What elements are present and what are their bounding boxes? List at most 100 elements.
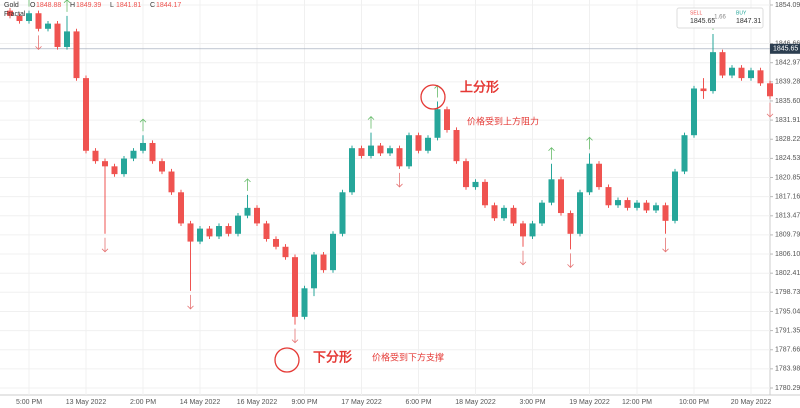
candle-body [225,226,232,234]
candle-body [292,257,298,317]
candle-body [235,215,241,234]
symbol: Gold [4,2,19,9]
candle-body [510,207,517,224]
candle-body [662,205,669,221]
candle-body [64,31,70,47]
y-tick-label: 1780.29 [775,385,800,392]
candle-body [311,254,317,289]
candle-body [634,202,640,208]
candle-body [197,228,203,242]
y-tick-label: 1809.79 [775,232,800,239]
fractal-down [567,253,574,268]
fractal-up [28,0,30,7]
candle-body [529,223,536,237]
candle-body [7,10,13,16]
candle-body [206,228,213,237]
y-tick-label: 1813.47 [775,213,800,220]
y-tick-label: 1854.09 [775,2,800,9]
candle-body [396,148,403,167]
y-tick-label: 1842.97 [775,60,800,67]
candle-body [330,233,336,271]
x-tick-label: 19 May 2022 [569,399,610,406]
candle-body [700,88,707,92]
y-tick-label: 1835.60 [775,98,800,105]
ohlc-label: L [110,2,114,9]
candle-body [349,148,355,193]
indicator-label: Fractal [4,11,26,18]
candle-body [729,67,735,76]
candle-body [444,109,450,131]
ohlc-label: H [70,2,75,9]
y-tick-label: 1817.16 [775,193,800,200]
candle-body [130,150,137,159]
annotation-circle [274,347,300,373]
candle-body [301,288,308,317]
fractal-down [662,237,669,253]
y-tick-label: 1791.35 [775,327,800,334]
y-tick-label: 1783.98 [775,366,800,373]
fractal-up [367,116,375,129]
last-price-label: 1845.65 [773,46,798,53]
candle-body [102,161,108,167]
x-tick-label: 5:00 PM [16,399,42,406]
annotation-text: 价格受到下方支撑 [372,351,444,362]
candle-body [453,130,460,162]
candle-body [539,202,545,224]
candle-body [577,192,583,234]
fractal-up [244,178,251,191]
candle-body [159,161,165,172]
fractal-down [187,294,194,310]
candle-body [463,161,469,188]
candle-body [748,70,754,79]
x-tick-label: 2:00 PM [130,399,156,406]
candle-body [691,88,697,136]
candle-body [377,145,384,154]
candle-body [567,213,574,234]
y-tick-label: 1802.41 [775,270,800,277]
x-tick-label: 17 May 2022 [341,399,382,406]
candle-body [615,200,621,206]
y-tick-label: 1820.85 [775,174,800,181]
candle-body [434,109,441,138]
candle-body [263,223,270,239]
candle-body [767,83,773,97]
fractal-up [139,118,147,132]
fractal-down [101,237,109,253]
candle-body [596,163,602,188]
ohlc-value: 1848.88 [36,2,61,9]
y-tick-label: 1828.22 [775,136,800,143]
candle-body [111,166,118,175]
x-tick-label: 13 May 2022 [66,399,107,406]
annotation-title: 上分形 [460,79,499,94]
candle-body [92,150,99,162]
y-tick-label: 1824.53 [775,155,800,162]
x-tick-label: 12:00 PM [622,399,652,406]
ohlc-value: 1844.17 [156,2,181,9]
x-tick-label: 3:00 PM [519,399,545,406]
candle-body [282,246,289,258]
sell-value: 1845.65 [690,18,715,25]
buy-value: 1847.31 [736,18,761,25]
last-price-box [770,43,800,54]
candle-body [681,135,688,172]
y-tick-label: 1831.91 [775,117,800,124]
candle-body [121,158,127,175]
candle-body [482,181,488,206]
fractal-up [586,136,593,150]
fractal-down [766,102,774,118]
x-tick-label: 20 May 2022 [731,399,772,406]
annotation-text: 价格受到上方阻力 [467,115,539,126]
candle-body [216,226,222,237]
candle-body [54,23,61,47]
candle-body [358,148,365,156]
ohlc-value: 1849.39 [76,2,101,9]
candle-body [45,23,51,29]
candle-body [624,200,631,208]
candle-body [73,31,80,79]
candle-body [653,205,659,211]
y-tick-label: 1787.66 [775,347,800,354]
fractal-down [519,250,527,266]
candle-body [415,135,422,151]
y-tick-label: 1798.73 [775,289,800,296]
candle-body [26,13,32,22]
